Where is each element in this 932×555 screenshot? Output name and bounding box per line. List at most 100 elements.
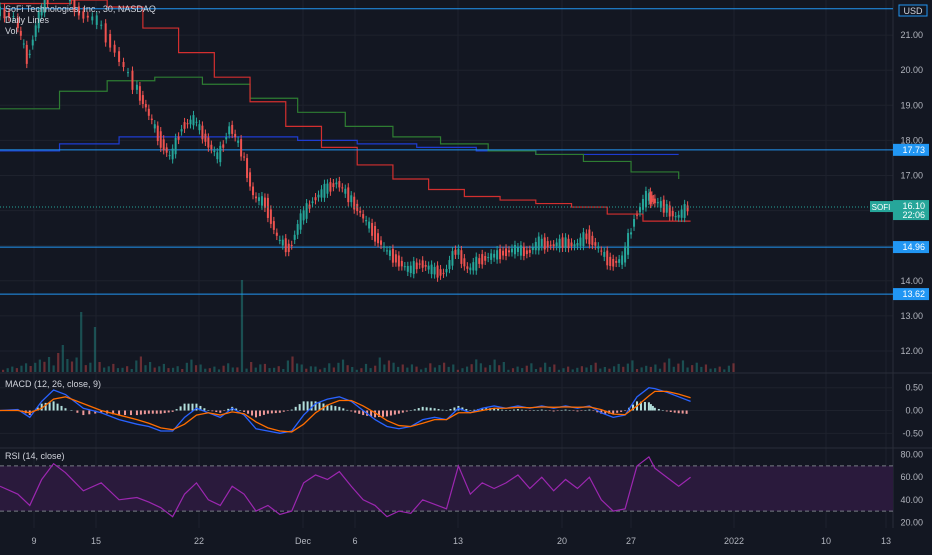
macd-histogram-bar: [112, 410, 115, 415]
candle-body: [19, 30, 22, 36]
candle-body: [490, 253, 493, 260]
x-tick-label: 15: [91, 536, 101, 546]
volume-bar: [52, 365, 55, 372]
volume-bar: [84, 365, 87, 372]
volume-bar: [107, 366, 110, 372]
volume-bar: [126, 366, 129, 372]
candle-body: [323, 183, 326, 198]
macd-histogram-bar: [505, 410, 508, 411]
candle-body: [493, 253, 496, 258]
candle-body: [475, 256, 478, 271]
volume-bar: [452, 364, 455, 372]
candle-body: [436, 265, 439, 278]
candle-body: [421, 260, 424, 268]
macd-histogram-bar: [358, 410, 361, 414]
candle-body: [0, 6, 1, 17]
volume-bar: [470, 364, 473, 372]
candle-body: [296, 224, 299, 235]
candle-body: [377, 233, 380, 244]
macd-histogram-bar: [469, 410, 472, 411]
candle-body: [302, 210, 305, 221]
volume-bar: [732, 363, 735, 372]
symbol-title[interactable]: SoFi Technologies, Inc., 30, NASDAQ: [5, 4, 156, 14]
volume-bar: [461, 368, 464, 372]
volume-bar: [296, 363, 299, 372]
volume-bar: [387, 360, 391, 372]
volume-bar: [291, 356, 294, 372]
volume-bar: [6, 368, 9, 372]
rsi-title[interactable]: RSI (14, close): [5, 451, 65, 461]
candle-body: [314, 197, 317, 201]
candle-body: [165, 147, 168, 153]
candle-body: [671, 210, 674, 217]
candle-body: [502, 250, 505, 256]
volume-bar: [649, 366, 652, 372]
macd-title[interactable]: MACD (12, 26, close, 9): [5, 379, 102, 389]
macd-histogram-bar: [572, 410, 575, 411]
candle-body: [537, 236, 540, 251]
macd-histogram-bar: [118, 410, 121, 416]
candle-body: [234, 133, 237, 138]
level-tag: [893, 241, 929, 254]
volume-bar: [61, 345, 64, 372]
macd-histogram-bar: [346, 409, 349, 411]
candle-body: [552, 244, 555, 247]
macd-histogram-bar: [139, 410, 142, 415]
macd-histogram-bar: [620, 410, 623, 412]
candle-body: [487, 257, 490, 259]
candle-body: [570, 242, 573, 247]
study-volume[interactable]: Vol: [5, 26, 18, 36]
volume-bar: [144, 365, 147, 372]
volume-bar: [328, 363, 331, 372]
volume-bar: [57, 353, 60, 372]
volume-bar: [273, 367, 276, 372]
macd-histogram-bar: [227, 408, 230, 411]
volume-bar: [640, 367, 643, 372]
candle-body: [534, 241, 537, 251]
candle-body: [201, 125, 204, 140]
macd-histogram-bar: [326, 404, 329, 411]
macd-histogram-bar: [207, 410, 210, 411]
volume-bar: [259, 364, 262, 372]
volume-bar: [277, 366, 280, 372]
candle-body: [246, 158, 249, 178]
x-tick-label: 10: [821, 536, 831, 546]
signal-line: [0, 390, 691, 433]
volume-bar: [539, 367, 542, 372]
candle-body: [293, 234, 296, 240]
currency-tag[interactable]: [898, 4, 928, 17]
macd-histogram-bar: [318, 402, 321, 411]
candle-body: [287, 243, 290, 252]
volume-bar: [663, 362, 666, 372]
candle-body: [77, 6, 80, 16]
volume-bar: [217, 369, 221, 372]
x-tick-label: 13: [881, 536, 891, 546]
macd-histogram-bar: [556, 410, 559, 411]
candle-body: [174, 137, 177, 155]
volume-bar: [438, 365, 441, 372]
macd-histogram-bar: [282, 410, 285, 412]
candle-body: [231, 124, 234, 134]
volume-bar: [695, 362, 698, 372]
volume-bar: [341, 359, 345, 372]
volume-bar: [475, 359, 478, 372]
macd-histogram-bar: [203, 408, 206, 411]
y-tick-label: 80.00: [900, 450, 923, 460]
daily-line-green: [0, 76, 680, 179]
volume-bar: [231, 367, 234, 372]
volume-bar: [176, 366, 179, 372]
volume-bar: [410, 364, 414, 372]
macd-histogram-bar: [501, 409, 504, 411]
candle-body: [463, 258, 466, 267]
candle-body: [341, 187, 344, 189]
candle-body: [656, 202, 659, 204]
candle-body: [636, 214, 639, 216]
macd-histogram-bar: [552, 410, 555, 412]
x-tick-label: 6: [352, 536, 357, 546]
macd-histogram-bar: [334, 406, 337, 411]
volume-bar: [447, 366, 450, 372]
volume-bar: [681, 360, 685, 372]
y-tick-label: 40.00: [900, 495, 923, 505]
study-daily-lines[interactable]: Daily Lines: [5, 15, 50, 25]
